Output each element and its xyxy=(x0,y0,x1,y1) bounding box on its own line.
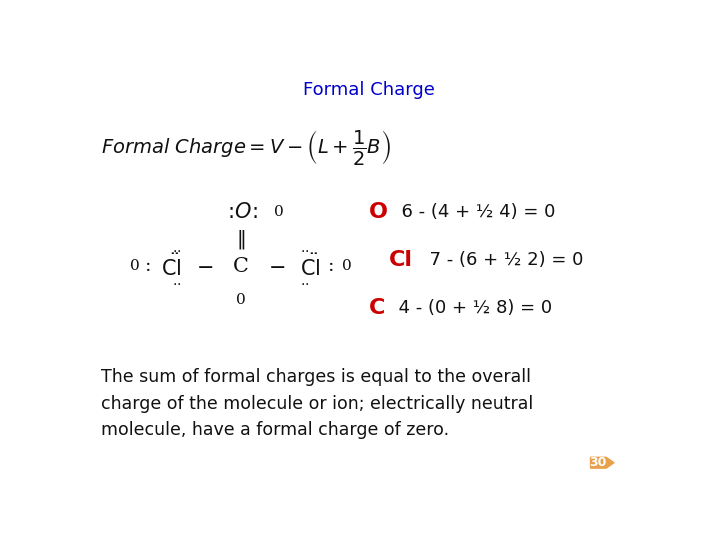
Text: 0: 0 xyxy=(274,205,284,219)
Text: 4 - (0 + ½ 8) = 0: 4 - (0 + ½ 8) = 0 xyxy=(387,299,552,317)
Text: Formal Charge: Formal Charge xyxy=(303,82,435,99)
Text: $\cdot\!\cdot$: $\cdot\!\cdot$ xyxy=(300,276,310,290)
Text: 0: 0 xyxy=(130,259,140,273)
Text: $\cdot\!\cdot$: $\cdot\!\cdot$ xyxy=(300,243,310,257)
Text: 30: 30 xyxy=(589,456,606,469)
Text: C: C xyxy=(233,257,248,276)
Text: C: C xyxy=(369,298,385,318)
FancyArrow shape xyxy=(590,457,614,468)
Text: Cl: Cl xyxy=(389,250,413,270)
Text: $\mathit{Formal\ Charge} = V - \left(L + \dfrac{1}{2}B\right)$: $\mathit{Formal\ Charge} = V - \left(L +… xyxy=(101,129,391,167)
Text: 6 - (4 + ½ 4) = 0: 6 - (4 + ½ 4) = 0 xyxy=(390,204,556,221)
Text: The sum of formal charges is equal to the overall
charge of the molecule or ion;: The sum of formal charges is equal to th… xyxy=(101,368,534,439)
Text: $\ddot{\mathrm{Cl}}$: $\ddot{\mathrm{Cl}}$ xyxy=(161,253,181,280)
Text: 0: 0 xyxy=(342,259,351,273)
Text: O: O xyxy=(369,202,388,222)
Text: :: : xyxy=(328,258,335,275)
Text: $\cdot\!\cdot$: $\cdot\!\cdot$ xyxy=(171,243,181,257)
Text: 7 - (6 + ½ 2) = 0: 7 - (6 + ½ 2) = 0 xyxy=(418,251,583,269)
Text: :: : xyxy=(145,258,152,275)
Text: $-$: $-$ xyxy=(269,257,286,276)
Text: $-$: $-$ xyxy=(196,257,213,276)
Text: $\|$: $\|$ xyxy=(236,228,246,251)
Text: $\cdot\!\cdot$: $\cdot\!\cdot$ xyxy=(171,276,181,290)
Text: $\ddot{\mathrm{Cl}}$: $\ddot{\mathrm{Cl}}$ xyxy=(300,253,320,280)
Text: 0: 0 xyxy=(235,293,246,307)
Text: $:\!O\!:$: $:\!O\!:$ xyxy=(223,202,258,222)
